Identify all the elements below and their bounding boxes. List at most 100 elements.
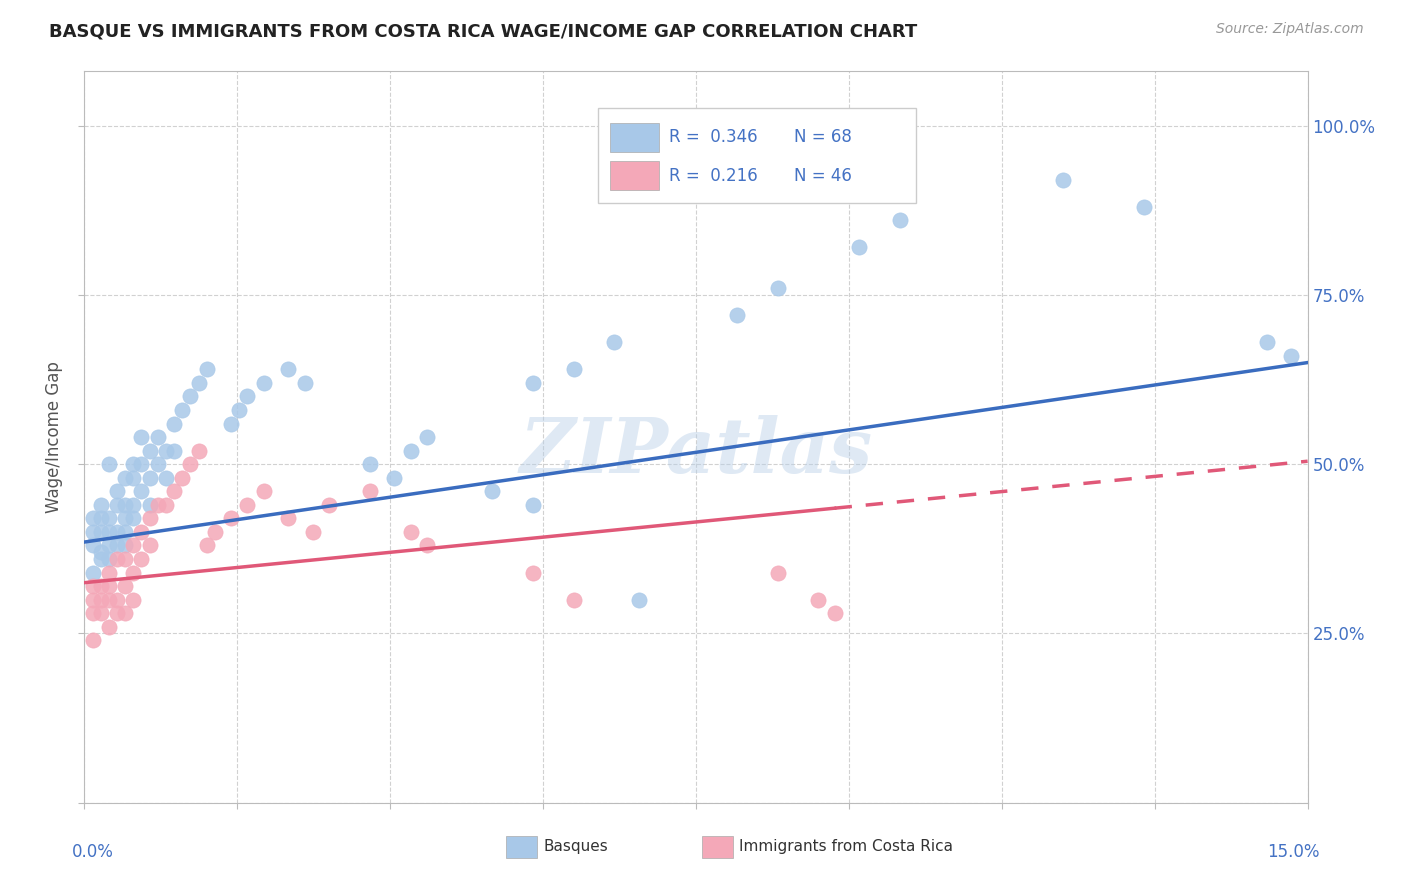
FancyBboxPatch shape [506, 836, 537, 858]
Point [131, 457, 153, 471]
Point [114, 498, 136, 512]
Point [97, 538, 120, 552]
Point [481, 484, 503, 499]
Point [236, 389, 259, 403]
Point [522, 566, 544, 580]
Point [90, 606, 112, 620]
Point [122, 511, 145, 525]
Point [131, 552, 153, 566]
Point [179, 389, 201, 403]
Point [122, 498, 145, 512]
Point [522, 376, 544, 390]
Point [82, 606, 104, 620]
Point [90, 511, 112, 525]
Point [416, 430, 439, 444]
Point [146, 430, 169, 444]
Point [82, 592, 104, 607]
Point [146, 457, 169, 471]
Point [1052, 172, 1074, 186]
Y-axis label: Wage/Income Gap: Wage/Income Gap [45, 361, 63, 513]
Point [219, 511, 242, 525]
Point [105, 484, 128, 499]
Text: N = 46: N = 46 [794, 167, 852, 185]
Point [807, 592, 830, 607]
Point [187, 443, 209, 458]
Point [848, 240, 870, 254]
Point [105, 524, 128, 539]
Point [90, 579, 112, 593]
Point [114, 538, 136, 552]
Point [122, 566, 145, 580]
Point [228, 403, 250, 417]
Text: Immigrants from Costa Rica: Immigrants from Costa Rica [738, 839, 953, 855]
Point [97, 620, 120, 634]
Point [318, 498, 340, 512]
Point [766, 281, 789, 295]
Point [122, 538, 145, 552]
Point [204, 524, 226, 539]
Point [122, 592, 145, 607]
Text: R =  0.216: R = 0.216 [669, 167, 758, 185]
Point [172, 471, 194, 485]
Point [138, 538, 160, 552]
Point [155, 443, 177, 458]
Point [114, 552, 136, 566]
Point [889, 213, 911, 227]
Point [97, 524, 120, 539]
Point [179, 457, 201, 471]
Point [131, 430, 153, 444]
FancyBboxPatch shape [610, 122, 659, 152]
Point [105, 552, 128, 566]
Point [277, 511, 299, 525]
Point [195, 362, 218, 376]
Point [562, 592, 585, 607]
Point [155, 471, 177, 485]
Point [399, 524, 422, 539]
Point [253, 484, 276, 499]
Point [82, 579, 104, 593]
Point [97, 511, 120, 525]
Point [1133, 200, 1156, 214]
Point [97, 592, 120, 607]
Text: N = 68: N = 68 [794, 128, 852, 146]
Point [236, 498, 259, 512]
Point [163, 484, 186, 499]
Text: ZIPatlas: ZIPatlas [519, 415, 873, 489]
Point [359, 457, 381, 471]
Point [766, 566, 789, 580]
Point [562, 362, 585, 376]
Point [627, 592, 650, 607]
Point [382, 471, 405, 485]
Point [90, 498, 112, 512]
Point [416, 538, 439, 552]
Point [1279, 349, 1302, 363]
Point [82, 566, 104, 580]
Text: 15.0%: 15.0% [1267, 843, 1320, 861]
Point [522, 498, 544, 512]
Point [82, 511, 104, 525]
FancyBboxPatch shape [702, 836, 733, 858]
Point [195, 538, 218, 552]
Point [82, 524, 104, 539]
Point [294, 376, 316, 390]
Point [146, 498, 169, 512]
Point [399, 443, 422, 458]
Point [138, 498, 160, 512]
Point [138, 471, 160, 485]
Point [105, 498, 128, 512]
Point [82, 538, 104, 552]
Point [187, 376, 209, 390]
Text: Basques: Basques [543, 839, 607, 855]
Point [138, 443, 160, 458]
Point [90, 524, 112, 539]
Point [1256, 335, 1278, 350]
FancyBboxPatch shape [598, 108, 917, 203]
Point [97, 457, 120, 471]
Point [97, 552, 120, 566]
Point [97, 579, 120, 593]
FancyBboxPatch shape [610, 161, 659, 190]
Text: Source: ZipAtlas.com: Source: ZipAtlas.com [1216, 22, 1364, 37]
Point [105, 606, 128, 620]
Point [90, 552, 112, 566]
Point [163, 443, 186, 458]
